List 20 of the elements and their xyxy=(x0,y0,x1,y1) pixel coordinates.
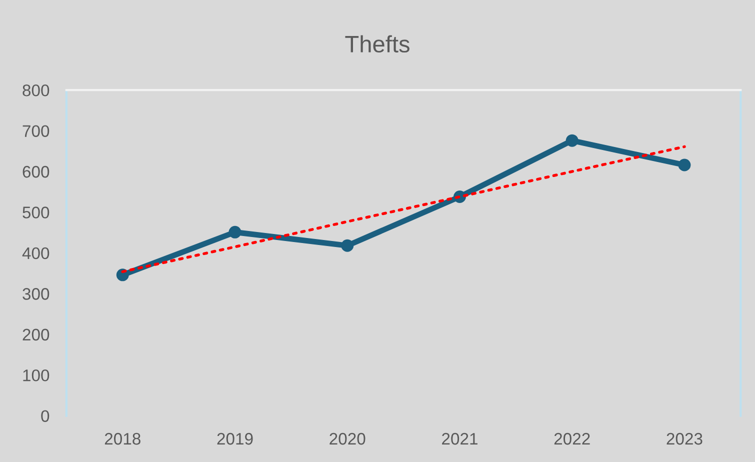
y-tick-label: 0 xyxy=(41,410,50,422)
point xyxy=(566,134,578,147)
x-tick-label: 2019 xyxy=(217,432,253,445)
x-tick-label: 2020 xyxy=(330,432,366,445)
x-tick-label: 2022 xyxy=(554,432,590,445)
y-tick-label: 600 xyxy=(22,166,50,178)
y-tick-label: 100 xyxy=(23,369,50,382)
y-tick-label: 400 xyxy=(22,247,50,260)
y-tick-label: 800 xyxy=(22,84,50,96)
y-tick-label: 500 xyxy=(22,206,50,218)
point xyxy=(341,239,354,252)
y-tick-label: 200 xyxy=(22,328,50,341)
point xyxy=(228,226,242,238)
y-tick-label: 300 xyxy=(22,288,50,300)
x-tick-label: 2021 xyxy=(442,432,478,445)
point xyxy=(678,158,691,172)
chart-title: Thefts xyxy=(345,35,410,53)
x-tick-label: 2018 xyxy=(104,432,140,445)
x-tick-label: 2023 xyxy=(666,432,702,445)
y-tick-label: 700 xyxy=(22,125,50,138)
